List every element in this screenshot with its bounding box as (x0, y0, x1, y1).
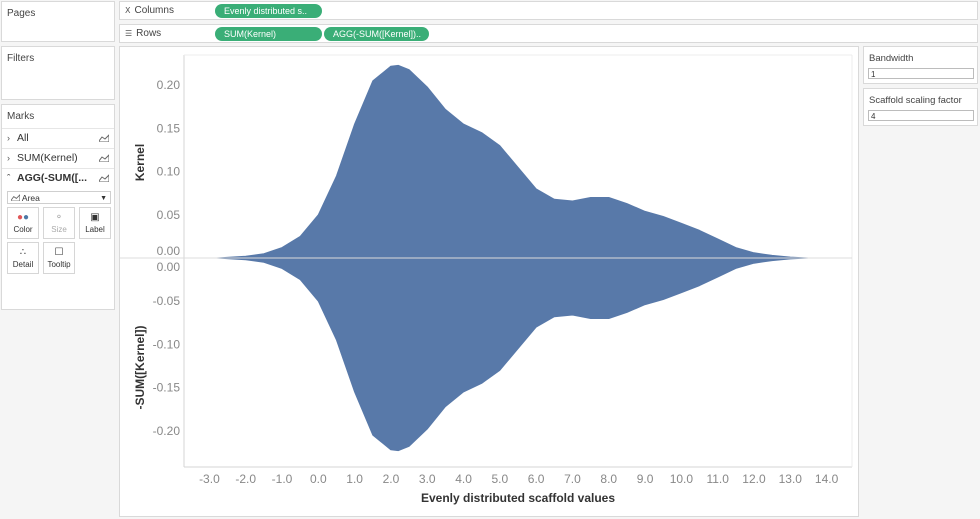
columns-label-text: Columns (134, 5, 174, 16)
mark-type-value: Area (21, 193, 40, 203)
marks-card-sum-kernel[interactable]: › SUM(Kernel) (2, 148, 114, 168)
x-tick-label: 2.0 (383, 472, 400, 486)
x-tick-label: 4.0 (455, 472, 472, 486)
x-tick-label: 8.0 (600, 472, 617, 486)
rows-icon: ☰ (125, 29, 133, 38)
area-chart-icon (99, 174, 109, 182)
marks-card: Marks › All › SUM(Kernel) ˆ AGG(-SUM([... A… (1, 104, 115, 310)
marks-card-label: All (17, 132, 29, 144)
label-button[interactable]: ▣ Label (79, 207, 111, 239)
scaling-factor-title: Scaffold scaling factor (869, 95, 962, 106)
x-axis-title: Evenly distributed scaffold values (421, 491, 615, 505)
x-tick-label: 11.0 (706, 472, 729, 486)
x-tick-label: 3.0 (419, 472, 436, 486)
x-tick-label: 6.0 (528, 472, 545, 486)
x-tick-label: 14.0 (815, 472, 839, 486)
size-icon: ⚬ (54, 212, 64, 223)
tooltip-button[interactable]: ☐ Tooltip (43, 242, 75, 274)
columns-shelf[interactable]: Ⅹ Columns Evenly distributed s.. (119, 1, 978, 20)
y-tick-label-bottom: -0.15 (153, 381, 181, 395)
filters-shelf[interactable]: Filters (1, 46, 115, 100)
detail-label: Detail (12, 260, 34, 269)
size-button[interactable]: ⚬ Size (43, 207, 75, 239)
mark-type-dropdown[interactable]: Area ▼ (7, 191, 111, 204)
rows-label-text: Rows (136, 28, 162, 39)
y-axis-title-bottom: -SUM([Kernel]) (133, 326, 147, 410)
marks-card-label: SUM(Kernel) (17, 152, 78, 164)
caret-down-icon: ▼ (100, 195, 107, 202)
detail-icon: ∴ (19, 247, 27, 258)
columns-pill-scaffold[interactable]: Evenly distributed s.. (215, 4, 322, 18)
x-tick-label: 0.0 (310, 472, 327, 486)
y-tick-label-bottom: -0.05 (153, 294, 181, 308)
area-chart-icon (99, 134, 109, 142)
x-tick-label: 10.0 (670, 472, 694, 486)
size-label: Size (51, 225, 67, 234)
y-tick-label-bottom: 0.00 (157, 260, 181, 274)
marks-card-agg[interactable]: ˆ AGG(-SUM([... (2, 168, 114, 188)
pages-shelf[interactable]: Pages (1, 1, 115, 42)
label-label: Label (85, 225, 105, 234)
area-chart-icon (99, 154, 109, 162)
tooltip-icon: ☐ (54, 247, 64, 258)
color-label: Color (13, 225, 33, 234)
bandwidth-input[interactable]: 1 (868, 68, 974, 79)
chevron-right-icon: › (7, 133, 10, 143)
marks-card-label: AGG(-SUM([... (17, 172, 87, 184)
area-chart-icon (10, 193, 21, 202)
y-tick-label-top: 0.20 (157, 78, 181, 92)
chevron-right-icon: › (7, 153, 10, 163)
color-button[interactable]: ●● Color (7, 207, 39, 239)
filters-title: Filters (7, 53, 35, 64)
y-tick-label-bottom: -0.20 (153, 424, 181, 438)
x-tick-label: 1.0 (346, 472, 363, 486)
tooltip-label: Tooltip (47, 260, 71, 269)
columns-shelf-label: Ⅹ Columns (125, 2, 174, 19)
bandwidth-title: Bandwidth (869, 53, 914, 64)
chevron-up-icon: ˆ (7, 173, 10, 183)
marks-title: Marks (7, 111, 35, 122)
scaling-factor-parameter: Scaffold scaling factor 4 (863, 88, 978, 126)
rows-shelf-label: ☰ Rows (125, 25, 161, 42)
pages-title: Pages (7, 8, 36, 19)
x-tick-label: -3.0 (199, 472, 220, 486)
scaling-factor-input[interactable]: 4 (868, 110, 974, 121)
violin-area-chart[interactable]: 0.000.050.100.150.200.00-0.05-0.10-0.15-… (120, 47, 858, 516)
kernel-area-bottom (216, 257, 828, 452)
color-icon: ●● (16, 212, 30, 223)
bandwidth-parameter: Bandwidth 1 (863, 46, 978, 84)
rows-pill-agg[interactable]: AGG(-SUM([Kernel]).. (324, 27, 429, 41)
columns-icon: Ⅹ (125, 6, 131, 15)
y-tick-label-top: 0.05 (157, 208, 181, 222)
x-tick-label: 5.0 (492, 472, 509, 486)
x-tick-label: -1.0 (272, 472, 293, 486)
y-tick-label-top: 0.10 (157, 165, 181, 179)
x-tick-label: -2.0 (235, 472, 256, 486)
y-axis-title-top: Kernel (133, 144, 147, 181)
x-tick-label: 9.0 (637, 472, 654, 486)
rows-shelf[interactable]: ☰ Rows SUM(Kernel) AGG(-SUM([Kernel]).. (119, 24, 978, 43)
kernel-area-top (216, 64, 828, 259)
x-tick-label: 13.0 (779, 472, 803, 486)
x-tick-label: 12.0 (742, 472, 766, 486)
x-tick-label: 7.0 (564, 472, 581, 486)
y-tick-label-bottom: -0.10 (153, 337, 181, 351)
detail-button[interactable]: ∴ Detail (7, 242, 39, 274)
rows-pill-sum-kernel[interactable]: SUM(Kernel) (215, 27, 322, 41)
y-tick-label-top: 0.00 (157, 244, 181, 258)
chart-view[interactable]: 0.00 0.05 0.10 0.15 0.20 0.00 -0.05 -0.10 -0.15-… (119, 46, 859, 517)
label-icon: ▣ (90, 212, 100, 223)
marks-card-all[interactable]: › All (2, 128, 114, 148)
y-tick-label-top: 0.15 (157, 121, 181, 135)
